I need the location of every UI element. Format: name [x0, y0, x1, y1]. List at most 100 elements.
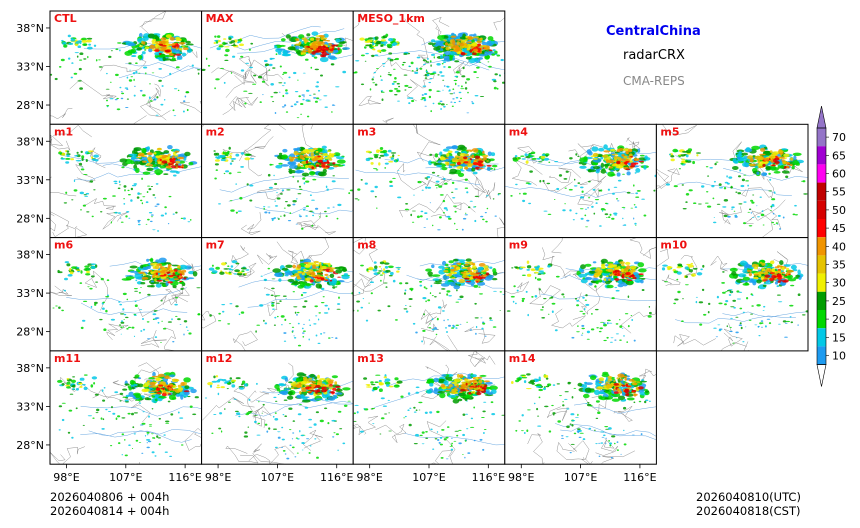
echo-blob [146, 446, 150, 449]
echo-blob [443, 270, 449, 273]
echo-blob [786, 267, 790, 271]
echo-blob [448, 165, 453, 169]
echo-blob [762, 224, 765, 226]
echo-blob [632, 276, 637, 280]
echo-blob [430, 53, 436, 56]
echo-blob [272, 101, 275, 103]
echo-blob [152, 38, 156, 42]
echo-blob [331, 104, 336, 106]
echo-blob [320, 278, 325, 281]
echo-blob [493, 86, 497, 90]
echo-blob [594, 272, 601, 276]
echo-blob [167, 400, 171, 403]
echo-blob [454, 210, 457, 213]
echo-blob [491, 78, 497, 81]
echo-blob [70, 76, 74, 79]
echo-blob [137, 219, 141, 222]
echo-blob [162, 387, 165, 391]
echo-blob [115, 417, 118, 421]
echo-blob [759, 322, 762, 325]
echo-blob [86, 270, 90, 274]
echo-blob [531, 157, 537, 160]
echo-blob [247, 426, 249, 428]
echo-blob [136, 156, 141, 159]
echo-blob [296, 311, 300, 314]
echo-blob [421, 97, 426, 99]
echo-blob [285, 298, 288, 299]
echo-blob [302, 330, 306, 332]
echo-blob [319, 265, 323, 269]
echo-blob [218, 427, 222, 430]
echo-blob [676, 278, 679, 281]
echo-blob [134, 290, 139, 292]
panel-m3: m3 [352, 123, 506, 239]
echo-blob [336, 217, 339, 220]
echo-blob [735, 191, 738, 193]
echo-blob [578, 161, 583, 165]
echo-blob [140, 264, 144, 269]
echo-blob [175, 297, 179, 299]
echo-blob [691, 273, 696, 277]
echo-blob [144, 49, 147, 51]
echo-blob [296, 264, 301, 269]
echo-blob [464, 277, 470, 280]
reflectivity-field [58, 145, 198, 232]
echo-blob [89, 287, 93, 290]
echo-blob [117, 212, 122, 214]
echo-blob [187, 221, 191, 223]
echo-blob [325, 185, 328, 189]
echo-blob [86, 211, 90, 213]
echo-blob [596, 327, 599, 329]
echo-blob [473, 57, 479, 62]
echo-blob [281, 324, 283, 326]
echo-blob [452, 265, 456, 268]
echo-blob [312, 41, 320, 43]
echo-blob [79, 59, 83, 61]
boundary-line [202, 396, 255, 421]
echo-blob [74, 155, 79, 157]
echo-blob [372, 45, 376, 48]
echo-blob [61, 383, 65, 386]
echo-blob [114, 391, 119, 394]
echo-blob [762, 279, 768, 281]
echo-blob [324, 304, 328, 307]
echo-blob [335, 337, 338, 339]
echo-blob [716, 203, 721, 205]
echo-blob [776, 294, 781, 296]
echo-blob [322, 48, 325, 51]
echo-blob [758, 271, 763, 274]
echo-blob [302, 98, 305, 101]
echo-blob [714, 162, 717, 166]
echo-blob [486, 164, 492, 167]
river-line [209, 25, 321, 49]
echo-blob [240, 267, 247, 270]
echo-blob [284, 377, 288, 382]
echo-blob [222, 379, 227, 382]
echo-blob [424, 212, 428, 215]
echo-blob [491, 53, 496, 56]
echo-blob [52, 307, 55, 309]
echo-blob [332, 44, 339, 47]
echo-blob [374, 54, 379, 56]
echo-blob [748, 208, 752, 211]
echo-blob [214, 39, 219, 42]
echo-blob [461, 85, 463, 88]
echo-blob [154, 169, 164, 175]
echo-blob [180, 287, 184, 290]
echo-blob [379, 261, 385, 265]
echo-blob [173, 379, 180, 382]
echo-blob [125, 401, 129, 403]
echo-blob [144, 435, 147, 437]
echo-blob [443, 39, 447, 42]
echo-blob [88, 43, 91, 46]
echo-blob [467, 270, 473, 273]
echo-blob [384, 262, 390, 265]
echo-blob [307, 149, 315, 153]
echo-blob [233, 398, 237, 400]
echo-blob [617, 179, 622, 182]
echo-blob [153, 98, 157, 101]
panel-map [504, 137, 657, 228]
echo-blob [192, 413, 197, 416]
echo-blob [515, 183, 518, 186]
echo-blob [486, 166, 491, 171]
